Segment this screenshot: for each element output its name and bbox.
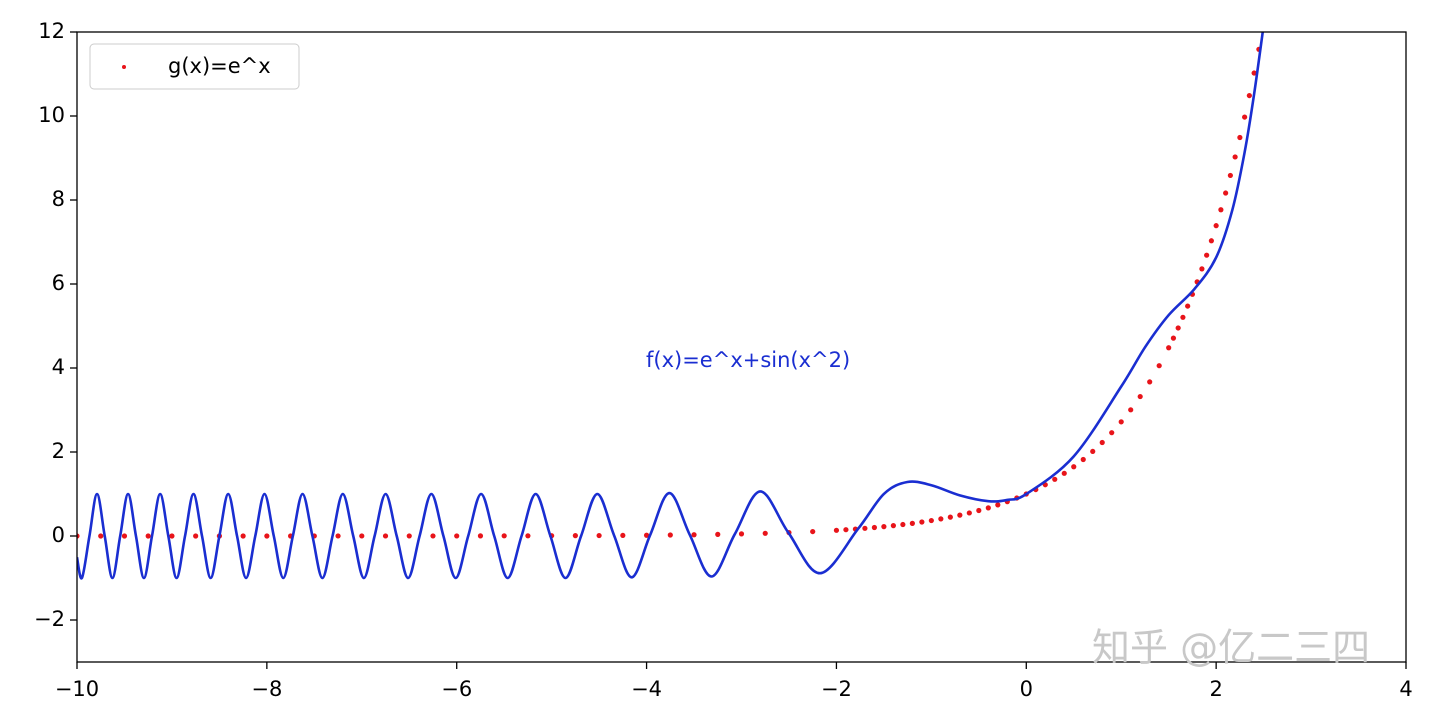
- x-tick-label: −8: [251, 677, 282, 701]
- scatter-point: [1199, 266, 1205, 272]
- scatter-point: [1090, 448, 1096, 455]
- x-tick-label: −4: [631, 677, 662, 701]
- plot-area: [77, 32, 1265, 580]
- scatter-point: [1137, 393, 1143, 400]
- scatter-point: [691, 532, 697, 538]
- scatter-point: [1175, 325, 1181, 331]
- scatter-point: [1227, 172, 1233, 179]
- legend-marker: [122, 65, 126, 69]
- scatter-point: [1223, 190, 1229, 196]
- x-tick-label: 4: [1399, 677, 1412, 701]
- scatter-point: [406, 533, 412, 539]
- axes-frame: [76, 31, 1407, 663]
- scatter-point: [871, 524, 878, 531]
- scatter-point: [572, 533, 578, 539]
- scatter-point: [1052, 476, 1058, 482]
- scatter-point: [382, 533, 389, 539]
- scatter-point: [501, 533, 507, 539]
- scatter-point: [169, 533, 175, 539]
- annotation: f(x)=e^x+sin(x^2): [646, 348, 850, 372]
- scatter-point: [1232, 154, 1238, 160]
- scatter-point: [1237, 134, 1243, 141]
- scatter-point: [928, 517, 934, 524]
- scatter-point: [738, 531, 745, 537]
- scatter-point: [1251, 70, 1257, 76]
- y-tick-label: 12: [38, 19, 65, 43]
- x-tick-label: 2: [1209, 677, 1222, 701]
- scatter-point: [919, 519, 925, 525]
- scatter-point: [335, 533, 341, 539]
- scatter-point: [762, 530, 768, 536]
- scatter-point: [1185, 303, 1191, 309]
- scatter-point: [1061, 470, 1067, 476]
- scatter-point: [454, 533, 460, 539]
- scatter-point: [810, 528, 816, 535]
- scatter-point: [1204, 252, 1210, 258]
- scatter-point: [966, 510, 972, 516]
- scatter-point: [1156, 363, 1162, 369]
- scatter-point: [525, 533, 531, 539]
- line: [77, 32, 1265, 580]
- legend: g(x)=e^x: [89, 43, 300, 90]
- legend-box: [89, 43, 300, 90]
- scatter-point: [1118, 419, 1124, 425]
- scatter-point: [843, 527, 849, 533]
- y-tick-label: 2: [52, 439, 65, 463]
- scatter-point: [1128, 407, 1134, 413]
- scatter-point: [833, 527, 840, 533]
- scatter-point: [667, 532, 673, 538]
- scatter-point: [620, 532, 626, 539]
- scatter-point: [596, 532, 602, 539]
- scatter-point: [1218, 207, 1224, 213]
- y-tick-label: −2: [34, 607, 65, 631]
- scatter-point: [359, 533, 365, 539]
- scatter-point: [976, 507, 982, 514]
- scatter-point: [1170, 335, 1177, 341]
- scatter-point: [643, 532, 650, 538]
- scatter-point: [1147, 379, 1153, 385]
- scatter-point: [1080, 456, 1086, 463]
- y-tick-label: 8: [52, 187, 65, 211]
- scatter-point: [995, 502, 1001, 508]
- watermark: 知乎 @亿二三四: [1092, 626, 1370, 670]
- legend-label: g(x)=e^x: [168, 54, 271, 78]
- scatter-point: [890, 523, 896, 529]
- scatter-point: [1071, 464, 1077, 470]
- scatter-point: [98, 533, 104, 539]
- x-tick-label: −10: [55, 677, 99, 701]
- scatter-point: [477, 533, 484, 539]
- scatter-point: [985, 505, 991, 511]
- scatter-point: [1246, 92, 1252, 99]
- scatter-point: [862, 525, 868, 531]
- scatter-point: [900, 521, 906, 528]
- x-tick-label: −2: [821, 677, 852, 701]
- scatter-point: [1213, 223, 1219, 229]
- scatter-point: [1208, 238, 1214, 244]
- scatter-point: [1166, 345, 1172, 351]
- y-tick-label: 4: [52, 355, 65, 379]
- scatter-point: [947, 514, 953, 520]
- y-tick-label: 10: [38, 103, 65, 127]
- scatter-point: [881, 524, 887, 530]
- scatter-point: [430, 533, 436, 539]
- y-tick-label: 0: [52, 523, 65, 547]
- scatter-point: [145, 533, 151, 539]
- y-tick-label: 6: [52, 271, 65, 295]
- scatter-point: [264, 533, 270, 539]
- scatter-point: [957, 512, 963, 518]
- scatter-point: [938, 516, 944, 522]
- scatter-point: [1180, 314, 1186, 320]
- x-tick-label: −6: [441, 677, 472, 701]
- scatter-point: [715, 531, 721, 537]
- scatter-point: [1242, 114, 1248, 120]
- scatter-point: [1109, 430, 1115, 436]
- scatter-point: [1099, 439, 1105, 446]
- scatter-point: [240, 533, 246, 539]
- scatter-point: [909, 520, 915, 526]
- scatter-point: [193, 533, 199, 539]
- scatter-point: [121, 533, 128, 539]
- x-tick-label: 0: [1020, 677, 1033, 701]
